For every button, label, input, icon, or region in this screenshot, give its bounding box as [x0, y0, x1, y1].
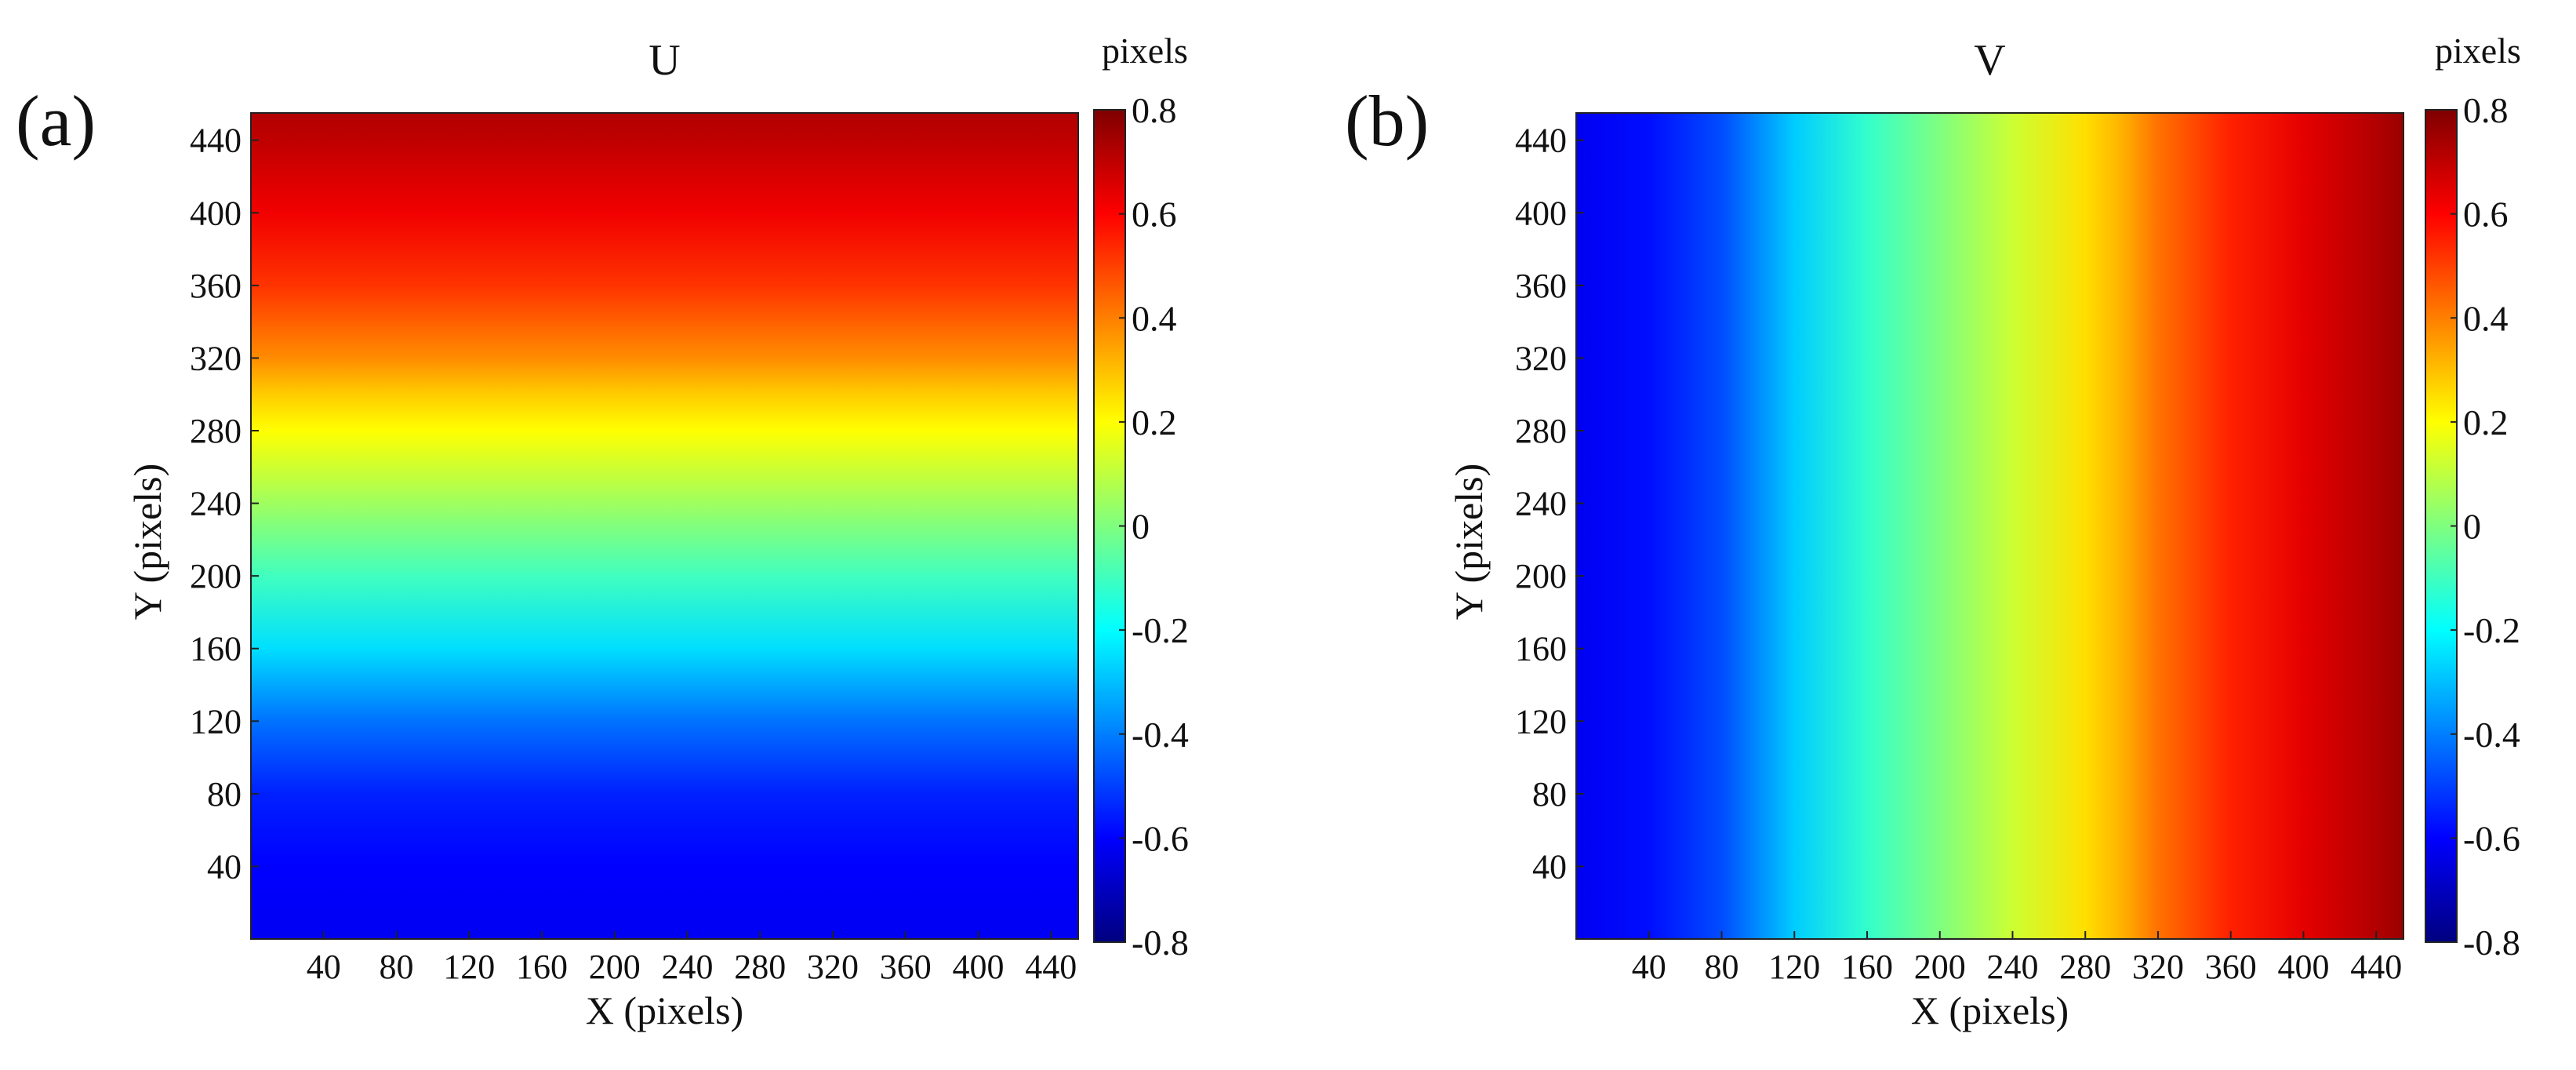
x-tick-label: 40	[1632, 948, 1666, 986]
y-tick-label: 40	[207, 847, 242, 886]
x-tick-label: 400	[2277, 948, 2329, 986]
y-tick-label: 400	[190, 194, 242, 232]
y-tick-label: 440	[190, 122, 242, 160]
chart-title: U	[649, 36, 680, 85]
y-tick-label: 120	[1515, 702, 1567, 741]
y-tick-label: 320	[1515, 339, 1567, 377]
x-tick-label: 80	[1704, 948, 1739, 986]
y-tick-label: 240	[190, 485, 242, 523]
x-tick-label: 440	[1025, 948, 1077, 986]
plot-frame	[1575, 112, 2404, 940]
colorbar-tick-label: 0.6	[2463, 195, 2509, 235]
x-tick-label: 200	[1914, 948, 1966, 986]
colorbar-tick-label: 0.6	[1132, 195, 1177, 235]
y-tick-label: 240	[1515, 485, 1567, 523]
y-tick-label: 160	[1515, 630, 1567, 668]
x-tick-label: 440	[2350, 948, 2402, 986]
colorbar-label: pixels	[1102, 31, 1188, 71]
y-tick-label: 280	[190, 412, 242, 450]
x-axis-label: X (pixels)	[586, 988, 743, 1032]
colorbar-tick-label: 0.2	[2463, 402, 2509, 442]
y-tick-label: 360	[1515, 267, 1567, 305]
x-tick-label: 240	[1986, 948, 2038, 986]
y-tick-label: 200	[1515, 557, 1567, 595]
chart-title: V	[1974, 36, 2005, 85]
colorbar-tick-label: -0.4	[1132, 715, 1189, 755]
x-tick-label: 360	[2205, 948, 2257, 986]
panel-b: 40 80 120 160 200 240 280 320 360 400 440 40 80 120 16…	[1345, 31, 2521, 1032]
y-tick-label: 200	[190, 557, 242, 595]
x-tick-label: 320	[2132, 948, 2184, 986]
y-tick-label: 360	[190, 267, 242, 305]
colorbar-label: pixels	[2435, 31, 2521, 71]
x-tick-label: 80	[379, 948, 413, 986]
y-tick-label: 80	[1532, 775, 1567, 813]
y-tick-label: 400	[1515, 194, 1567, 232]
heatmap-field	[1576, 113, 2403, 939]
colorbar-tick-label: 0.2	[1132, 402, 1177, 442]
colorbar-tick-label: -0.4	[2463, 715, 2520, 755]
x-tick-label: 160	[516, 948, 568, 986]
y-axis-label: Y (pixels)	[125, 464, 169, 621]
colorbar-tick-label: 0.8	[2463, 90, 2509, 130]
y-tick-label: 320	[190, 339, 242, 377]
y-tick-label: 160	[190, 630, 242, 668]
colorbar-tick-label: 0	[1132, 507, 1150, 547]
x-tick-label: 40	[307, 948, 341, 986]
plot-frame	[250, 112, 1079, 940]
colorbar-tick-label: -0.6	[1132, 818, 1189, 858]
heatmap-field	[251, 113, 1078, 939]
colorbar-tick-label: 0.4	[2463, 298, 2509, 338]
colorbar-tick-label: -0.8	[2463, 923, 2520, 963]
x-tick-label: 280	[734, 948, 786, 986]
colorbar-tick-label: -0.6	[2463, 818, 2520, 858]
y-axis-label: Y (pixels)	[1447, 464, 1491, 621]
y-tick-label: 440	[1515, 122, 1567, 160]
y-tick-label: 280	[1515, 412, 1567, 450]
colorbar-tick-label: -0.2	[1132, 610, 1189, 650]
x-tick-label: 320	[807, 948, 859, 986]
x-tick-label: 160	[1841, 948, 1893, 986]
x-tick-label: 240	[661, 948, 713, 986]
panel-label: (a)	[16, 81, 96, 161]
x-tick-label: 120	[1768, 948, 1820, 986]
x-tick-label: 200	[589, 948, 641, 986]
colorbar-tick-label: -0.2	[2463, 610, 2520, 650]
colorbar-tick-label: 0.4	[1132, 298, 1177, 338]
y-tick-label: 120	[190, 702, 242, 741]
x-tick-label: 120	[443, 948, 495, 986]
panel-a: 40 80 120 160 200 240 280 320 360 400 440 40 80 120 16…	[16, 31, 1189, 1032]
colorbar-tick-label: 0	[2463, 507, 2481, 547]
colorbar-tick-label: 0.8	[1132, 90, 1177, 130]
y-tick-label: 40	[1532, 847, 1567, 886]
x-tick-label: 400	[952, 948, 1004, 986]
panel-label: (b)	[1345, 81, 1429, 161]
x-axis-label: X (pixels)	[1911, 988, 2069, 1032]
x-tick-label: 360	[880, 948, 932, 986]
y-tick-label: 80	[207, 775, 242, 813]
x-tick-label: 280	[2059, 948, 2111, 986]
colorbar-tick-label: -0.8	[1132, 923, 1189, 963]
